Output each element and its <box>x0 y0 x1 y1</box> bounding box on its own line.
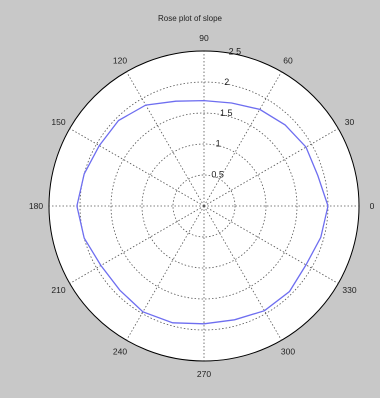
angular-grid-spoke <box>69 205 205 284</box>
angular-grid-spoke <box>126 205 205 341</box>
angle-tick-label: 150 <box>51 117 65 127</box>
radial-tick-label: 0.5 <box>211 169 224 179</box>
angle-tick-label: 60 <box>283 56 293 66</box>
angle-tick-label: 180 <box>29 201 43 211</box>
radial-grid-circle <box>141 143 267 269</box>
angle-tick-label: 210 <box>51 285 65 295</box>
angle-tick-label: 300 <box>281 346 295 356</box>
chart-title: Rose plot of slope <box>157 14 223 23</box>
radial-tick-label: 2.5 <box>229 47 242 57</box>
angular-grid-spoke <box>126 71 205 207</box>
angular-grid-spoke <box>203 128 339 207</box>
series-line <box>76 99 329 325</box>
angle-tick-label: 120 <box>113 56 127 66</box>
angle-tick-label: 90 <box>199 33 209 43</box>
angular-grid-spoke <box>203 205 339 284</box>
radial-tick-label: 2 <box>224 77 229 87</box>
angular-grid-spoke <box>203 71 282 207</box>
radial-tick-label: 1.5 <box>220 108 233 118</box>
radial-grid-circle <box>172 174 236 238</box>
angle-tick-label: 240 <box>113 346 127 356</box>
radial-tick-label: 1 <box>216 139 221 149</box>
angular-grid-spoke <box>203 205 282 341</box>
angle-tick-label: 30 <box>345 117 355 127</box>
radial-grid-circle <box>110 112 298 300</box>
angle-tick-label: 330 <box>342 285 356 295</box>
angular-grid-spoke <box>69 128 205 207</box>
angle-tick-label: 0 <box>370 201 375 211</box>
angle-tick-label: 270 <box>197 369 211 379</box>
